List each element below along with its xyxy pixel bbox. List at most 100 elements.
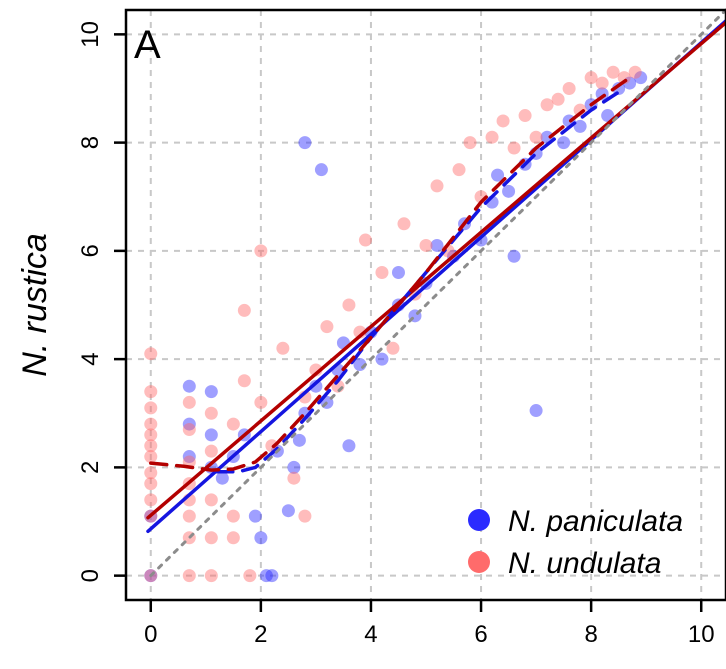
point-s0-5 (204, 385, 218, 399)
point-s1-60 (551, 92, 565, 106)
point-s0-30 (391, 266, 405, 280)
point-s1-35 (287, 471, 301, 485)
point-s1-66 (617, 71, 631, 85)
point-s1-51 (452, 163, 466, 177)
point-s1-49 (430, 179, 444, 193)
x-tick-label-2: 2 (254, 621, 267, 648)
y-tick-label-4: 4 (77, 352, 104, 365)
point-s1-27 (226, 531, 240, 545)
point-s1-32 (254, 395, 268, 409)
legend-marker-undulata (468, 551, 490, 573)
point-s1-17 (182, 509, 196, 523)
axis-ticks: 0 2 4 6 8 10 0 2 4 6 8 10 (77, 21, 715, 648)
point-s1-7 (144, 466, 158, 480)
point-s1-25 (226, 417, 240, 431)
point-s0-11 (248, 509, 262, 523)
y-tick-label-0: 0 (77, 569, 104, 582)
point-s0-17 (287, 460, 301, 474)
point-s1-1 (144, 385, 158, 399)
point-s1-31 (254, 244, 268, 258)
point-s0-8 (215, 471, 229, 485)
point-s1-46 (397, 217, 411, 231)
point-s1-9 (144, 493, 158, 507)
point-s1-43 (358, 233, 372, 247)
point-s0-16 (281, 504, 295, 518)
point-s0-3 (182, 417, 196, 431)
point-s0-12 (254, 531, 268, 545)
point-s1-57 (518, 109, 532, 123)
point-s1-52 (463, 136, 477, 150)
point-s1-45 (386, 341, 400, 355)
legend: N. paniculata N. undulata (468, 505, 683, 580)
point-s1-34 (276, 341, 290, 355)
point-s1-65 (606, 65, 620, 79)
point-s1-67 (628, 65, 642, 79)
point-s1-28 (237, 374, 251, 388)
y-tick-label-2: 2 (77, 461, 104, 474)
y-tick-label-6: 6 (77, 244, 104, 257)
legend-marker-paniculata (468, 509, 490, 531)
x-tick-label-8: 8 (584, 621, 597, 648)
y-tick-label-10: 10 (77, 21, 104, 48)
point-s1-58 (529, 130, 543, 144)
fit-line-dotted-4 (149, 8, 726, 578)
point-s1-39 (320, 320, 334, 334)
y-tick-label-8: 8 (77, 136, 104, 149)
point-s1-5 (144, 439, 158, 453)
point-s1-8 (144, 477, 158, 491)
point-s0-13 (259, 569, 273, 583)
point-s0-46 (557, 136, 571, 150)
point-s0-18 (292, 433, 306, 447)
point-s1-26 (226, 509, 240, 523)
point-s1-55 (496, 114, 510, 128)
legend-label-paniculata: N. paniculata (508, 505, 683, 538)
point-s0-20 (298, 136, 312, 150)
point-s1-56 (507, 141, 521, 155)
x-tick-label-4: 4 (364, 621, 377, 648)
grid-lines (126, 10, 726, 600)
point-s1-54 (485, 130, 499, 144)
point-s1-22 (204, 493, 218, 507)
point-s1-44 (375, 266, 389, 280)
legend-label-undulata: N. undulata (508, 547, 661, 580)
point-s1-63 (584, 71, 598, 85)
point-s1-48 (419, 238, 433, 252)
point-s1-2 (144, 401, 158, 415)
point-s1-20 (204, 406, 218, 420)
point-s0-41 (507, 249, 521, 263)
fit-line-dashed-2 (215, 86, 626, 474)
point-s1-3 (144, 417, 158, 431)
point-s1-30 (243, 569, 257, 583)
point-s1-64 (595, 76, 609, 90)
y-axis-label: N. rustica (16, 233, 54, 377)
x-tick-label-6: 6 (474, 621, 487, 648)
point-s0-48 (573, 119, 587, 133)
point-s1-37 (298, 509, 312, 523)
point-s0-14 (265, 569, 279, 583)
point-s0-21 (309, 379, 323, 393)
point-s1-4 (144, 428, 158, 442)
fit-line-dashed-3 (149, 75, 632, 472)
point-s1-21 (204, 444, 218, 458)
point-s0-4 (182, 450, 196, 464)
fit-lines (146, 8, 726, 578)
point-s1-29 (237, 303, 251, 317)
point-s0-34 (430, 238, 444, 252)
point-s1-59 (540, 98, 554, 112)
point-s0-29 (375, 352, 389, 366)
x-tick-label-0: 0 (144, 621, 157, 648)
point-s1-12 (182, 395, 196, 409)
point-s1-0 (144, 347, 158, 361)
point-s0-22 (314, 163, 328, 177)
point-s0-2 (182, 379, 196, 393)
point-s1-41 (342, 298, 356, 312)
point-s0-39 (491, 168, 505, 182)
point-s1-6 (144, 450, 158, 464)
point-s1-61 (562, 81, 576, 95)
point-s0-6 (204, 428, 218, 442)
x-tick-label-10: 10 (688, 621, 715, 648)
plot-frame (124, 8, 726, 602)
point-s0-26 (342, 439, 356, 453)
point-s0-40 (502, 184, 516, 198)
